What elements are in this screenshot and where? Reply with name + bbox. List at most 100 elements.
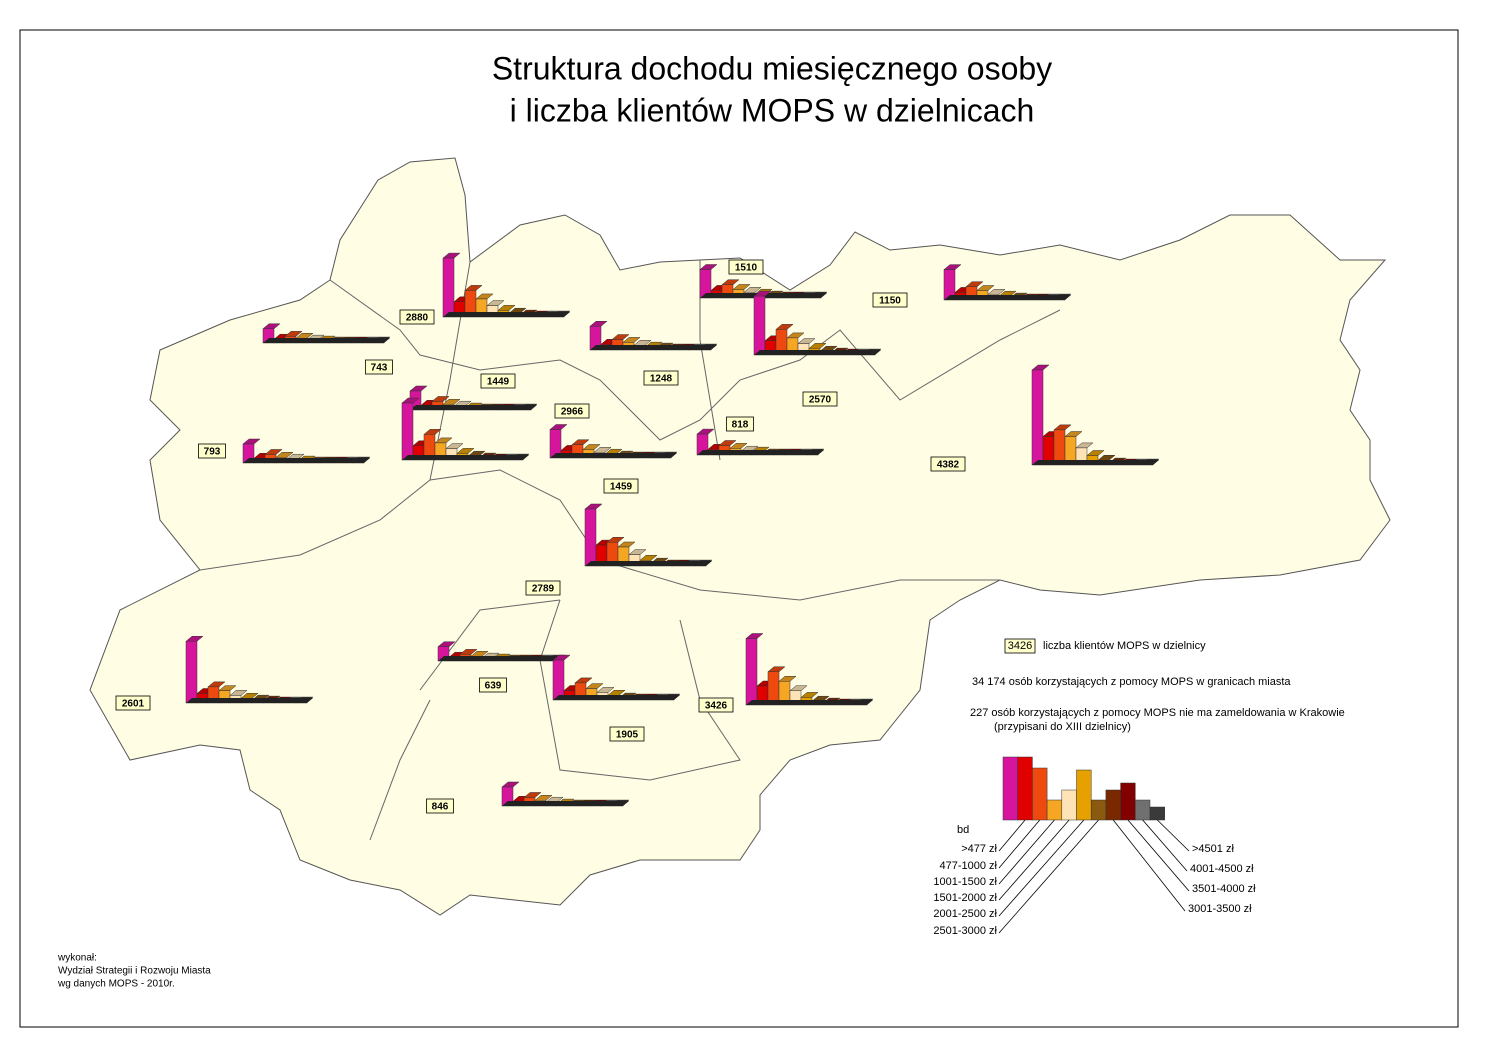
client-count: 2601 [122,699,145,710]
income-bar [442,257,455,318]
legend-sample-label: liczba klientów MOPS w dzielnicy [1043,640,1206,652]
district-chart [552,654,681,701]
legend-leader [998,819,1070,901]
district-chart [589,321,718,351]
chart-base [443,312,570,317]
client-count: 4382 [937,460,960,471]
chart-base [243,458,370,463]
district-chart [262,323,391,344]
district-chart [242,438,371,464]
district-chart [1031,364,1160,466]
district-chart [943,264,1072,301]
legend-note: 34 174 osób korzystających z pomocy MOPS… [972,676,1291,688]
chart-base [402,455,529,460]
legend-swatch [1017,756,1033,821]
district-chart [437,641,566,662]
district-chart [401,397,530,461]
income-bar [401,402,414,461]
legend-swatch [1135,799,1151,821]
footer-line: wg danych MOPS - 2010r. [57,979,175,990]
client-count: 1905 [616,730,639,741]
client-count: 1150 [879,296,901,307]
label-box [554,403,590,419]
chart-base [438,656,565,661]
label-box [399,309,435,325]
chart-base [502,801,629,806]
district-chart [442,252,571,318]
label-box [872,292,908,308]
label-box [726,416,754,432]
label-box [115,695,151,711]
chart-base [585,561,712,566]
chart-base [550,453,677,458]
legend-swatch [1120,782,1136,821]
title-line: Struktura dochodu miesięcznego osoby [492,50,1052,86]
label-box [643,370,679,386]
legend-category: 477-1000 zł [940,860,998,872]
legend-swatch [1105,789,1121,821]
client-count: 2570 [809,395,832,406]
client-count: 639 [485,681,502,692]
legend-note: 227 osób korzystających z pomocy MOPS ni… [970,707,1345,719]
chart-base [186,698,313,703]
client-count: 2789 [532,584,555,595]
client-count: 2966 [561,407,584,418]
legend-category: bd [957,824,969,836]
chart-base [944,295,1071,300]
label-box [365,359,393,375]
label-box [609,726,645,742]
legend-category: 1001-1500 zł [933,876,997,888]
income-bar [584,508,597,567]
district-chart [501,781,630,807]
label-box [728,259,764,275]
legend-category: >477 zł [961,843,997,855]
legend-category: 2001-2500 zł [933,908,997,920]
legend-note: (przypisani do XIII dzielnicy) [994,721,1131,733]
client-count: 3426 [705,701,728,712]
legend-leader [1112,819,1186,912]
client-count: 2880 [406,313,429,324]
client-count: 818 [732,420,749,431]
client-count: 793 [204,447,221,458]
footer-line: wykonał: [57,953,97,964]
chart-base [263,338,390,343]
legend-swatch [1076,769,1092,821]
income-bar [753,295,766,356]
legend-category: >4501 zł [1192,843,1234,855]
legend-leader [1142,819,1188,872]
legend-leader [998,819,1026,852]
district-chart [549,424,678,459]
district-chart [584,503,713,567]
client-count: 1459 [610,482,633,493]
chart-base [590,345,717,350]
label-box [479,677,507,693]
legend-leader [998,819,1085,917]
label-box [480,373,516,389]
client-count: 743 [371,363,388,374]
label-box [603,478,639,494]
legend-category: 3001-3500 zł [1188,903,1252,915]
label-box [198,443,226,459]
legend-leader [1157,819,1190,852]
legend-sample-box [1004,638,1036,654]
legend-leader [1127,819,1190,892]
legend-leader [998,819,1099,934]
chart-base [746,700,873,705]
chart-base [697,450,824,455]
income-bar [552,659,565,701]
legend-category: 2501-3000 zł [933,925,997,937]
income-bar [1031,369,1044,466]
label-box [525,580,561,596]
legend-swatch [1090,799,1107,821]
legend-category: 1501-2000 zł [933,892,997,904]
client-count: 1248 [650,374,673,385]
income-bar [185,641,198,704]
city-outline [89,157,1391,916]
client-count: 1510 [735,263,758,274]
legend-leader [998,819,1041,869]
chart-base [410,405,537,410]
label-box [426,798,454,814]
legend-sample: 3426 [1008,640,1032,652]
label-box [698,697,734,713]
